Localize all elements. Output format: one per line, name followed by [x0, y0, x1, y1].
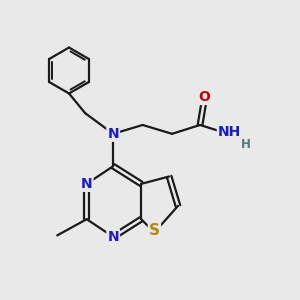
- Text: S: S: [149, 224, 160, 238]
- Text: N: N: [107, 127, 119, 141]
- Text: N: N: [107, 230, 119, 244]
- Text: NH: NH: [218, 125, 241, 139]
- Text: N: N: [81, 177, 92, 191]
- Text: H: H: [241, 139, 251, 152]
- Text: O: O: [199, 90, 210, 104]
